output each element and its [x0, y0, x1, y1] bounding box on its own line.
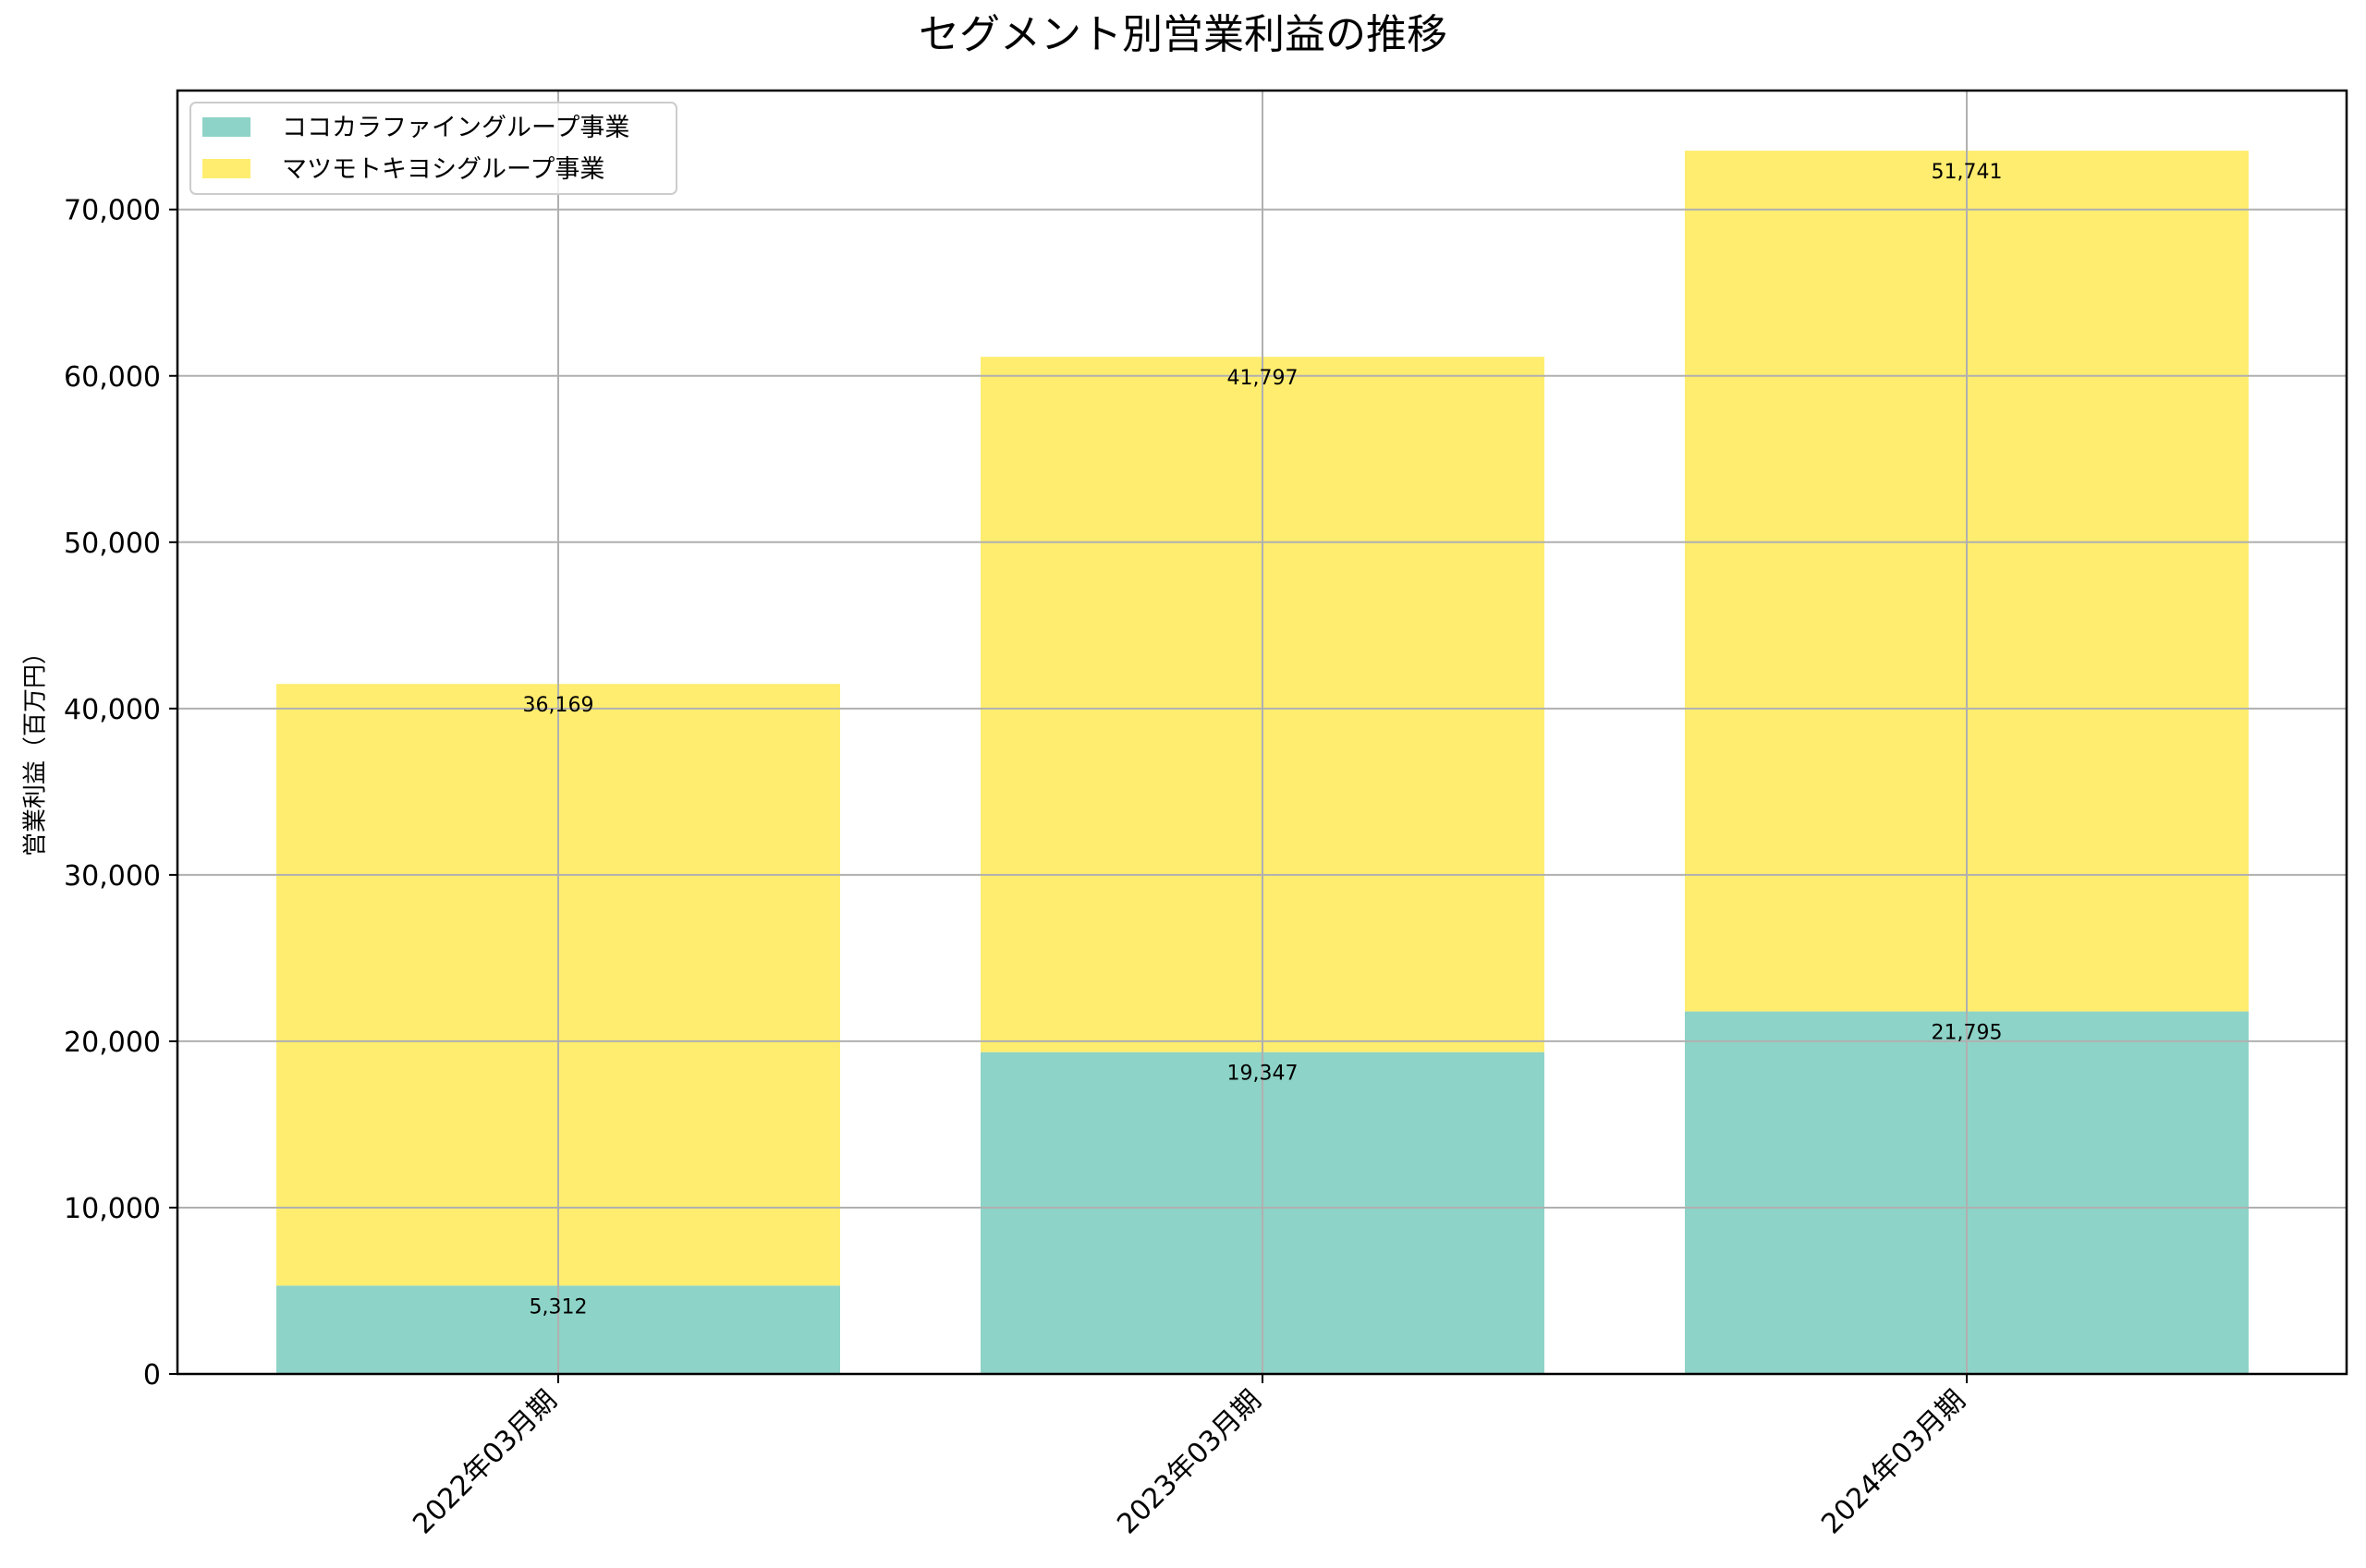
- bar-value-label: 51,741: [1932, 161, 2003, 184]
- legend-swatch-cocokara: [202, 117, 250, 137]
- bar-value-label: 36,169: [523, 694, 594, 717]
- y-tick-label: 30,000: [64, 860, 161, 893]
- bar-value-label: 21,795: [1932, 1022, 2003, 1045]
- y-tick-label: 20,000: [64, 1027, 161, 1059]
- y-tick-label: 50,000: [64, 528, 161, 560]
- bar-labels-layer: 5,312 36,169 19,347 41,797 21,795 51,741: [523, 161, 2003, 1319]
- y-tick-label: 70,000: [64, 195, 161, 227]
- grid-layer: [177, 91, 2347, 1374]
- legend-label-cocokara: ココカラファイングループ事業: [282, 114, 629, 142]
- legend-box: [189, 102, 677, 195]
- chart-title: セグメント別営業利益の推移: [919, 11, 1447, 58]
- bar-value-label: 41,797: [1227, 367, 1299, 390]
- legend-label-matsukiyo: マツモトキヨシグループ事業: [282, 155, 604, 184]
- y-axis-ticks: 0 10,000 20,000 30,000 40,000 50,000 60,000 70,…: [64, 195, 177, 1392]
- bar-value-label: 19,347: [1227, 1063, 1299, 1086]
- y-tick-label: 0: [143, 1359, 161, 1392]
- legend-swatch-matsukiyo: [202, 159, 250, 178]
- y-tick-label: 60,000: [64, 361, 161, 394]
- x-tick-label: 2023年03月期: [1111, 1384, 1267, 1540]
- y-tick-label: 10,000: [64, 1193, 161, 1225]
- y-tick-label: 40,000: [64, 694, 161, 726]
- x-tick-label: 2024年03月期: [1815, 1384, 1971, 1540]
- legend: ココカラファイングループ事業 マツモトキヨシグループ事業: [189, 102, 677, 195]
- x-tick-label: 2022年03月期: [407, 1384, 563, 1540]
- x-axis-ticks: 2022年03月期 2023年03月期 2024年03月期: [407, 1374, 1972, 1540]
- bar-value-label: 5,312: [530, 1295, 588, 1319]
